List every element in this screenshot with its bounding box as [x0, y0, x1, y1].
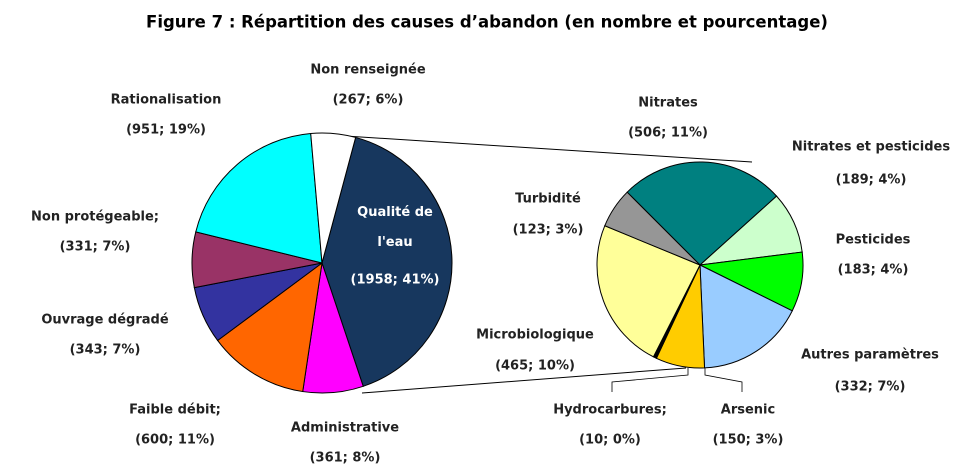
pie-slice	[216, 261, 323, 393]
slice-label: Turbidité	[515, 191, 581, 207]
connector-line	[329, 134, 753, 163]
value-label: (506; 11%)	[628, 125, 708, 141]
value-label: (267; 6%)	[332, 92, 404, 108]
slice-label: Nitrates	[638, 95, 698, 111]
chart-title: Figure 7 : Répartition des causes d’aban…	[146, 12, 828, 32]
leader-line	[704, 368, 743, 392]
value-label: (10; 0%)	[579, 432, 641, 448]
slice-label: Hydrocarbures;	[553, 402, 667, 418]
slice-label: Administrative	[290, 420, 400, 436]
value-label: (1958; 41%)	[350, 272, 440, 288]
pie-slice	[699, 264, 793, 369]
value-label: (951; 19%)	[126, 122, 206, 138]
value-label: (189; 4%)	[835, 172, 907, 188]
slice-label: Rationalisation	[110, 92, 222, 108]
slice-label: Faible débit;	[129, 402, 221, 418]
slice-label: Arsenic	[720, 402, 776, 418]
connector-line	[361, 367, 687, 394]
slice-label: Non renseignée	[310, 62, 426, 78]
pie-slice	[310, 132, 357, 264]
pie-slice	[604, 191, 701, 266]
slice-label: Ouvrage dégradé	[41, 312, 169, 328]
value-label: (361; 8%)	[309, 450, 381, 466]
slice-label: Pesticides	[835, 232, 911, 248]
pie-slice	[195, 132, 323, 264]
value-label: (123; 3%)	[512, 222, 584, 238]
slice-label: Non protégeable;	[31, 209, 159, 225]
slice-label: Autres paramètres	[801, 347, 939, 363]
slice-label: Qualité de l'eau	[357, 205, 433, 250]
value-label: (331; 7%)	[59, 239, 131, 255]
pie-slice	[626, 161, 778, 266]
value-label: (332; 7%)	[834, 379, 906, 395]
value-label: (465; 10%)	[495, 358, 575, 374]
pie-slice	[596, 225, 701, 358]
value-label: (183; 4%)	[837, 262, 909, 278]
value-label: (150; 3%)	[712, 432, 784, 448]
slice-label: Microbiologique	[476, 327, 594, 343]
leader-line	[611, 368, 689, 392]
slice-label: Nitrates et pesticides	[791, 139, 951, 155]
value-label: (343; 7%)	[69, 342, 141, 358]
value-label: (600; 11%)	[135, 432, 215, 448]
pie-slice	[321, 136, 453, 387]
